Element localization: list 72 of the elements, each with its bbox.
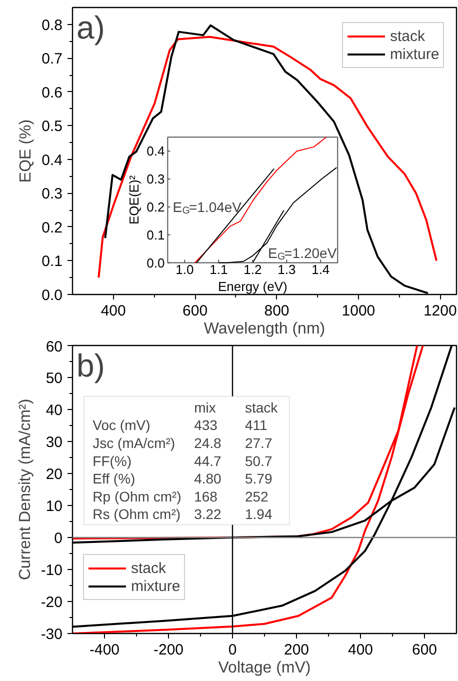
y-tick-label: 60 bbox=[46, 338, 63, 356]
y-tick-label: 0.1 bbox=[146, 227, 165, 242]
legend-label: stack bbox=[390, 27, 426, 45]
annotation: 3.22 bbox=[194, 506, 222, 522]
annotation: 5.79 bbox=[244, 470, 272, 487]
x-tick-label: 1.2 bbox=[244, 262, 262, 277]
y-tick-label: 0.2 bbox=[42, 219, 63, 236]
y-tick-label: 50 bbox=[46, 370, 63, 387]
y-tick-label: 0.0 bbox=[42, 287, 63, 304]
x-tick-label: 1000 bbox=[342, 302, 376, 320]
legend-label: stack bbox=[131, 559, 166, 577]
y-tick-label: 0.5 bbox=[42, 118, 63, 136]
chart-title: a) bbox=[76, 10, 105, 46]
x-tick-label: 1.0 bbox=[176, 262, 194, 277]
annotation: Eff (%) bbox=[92, 470, 136, 487]
x-tick-label: 600 bbox=[182, 302, 208, 320]
y-tick-label: 0.6 bbox=[42, 84, 63, 102]
annotation: 27.7 bbox=[244, 434, 272, 451]
y-axis-title: Current Density (mA/cm²) bbox=[16, 398, 34, 580]
annotation: 411 bbox=[244, 417, 268, 434]
x-tick-label: 1.4 bbox=[312, 262, 330, 277]
y-tick-label: 0.0 bbox=[146, 255, 165, 270]
annotation: 252 bbox=[244, 488, 269, 504]
x-axis-title: Voltage (mV) bbox=[218, 660, 311, 676]
chart-title: b) bbox=[76, 348, 105, 384]
x-tick-label: -200 bbox=[153, 642, 184, 658]
y-axis-title: EQE (%) bbox=[18, 119, 35, 183]
x-tick-label: 600 bbox=[412, 642, 438, 658]
annotation: stack bbox=[244, 400, 279, 416]
annotation: 24.8 bbox=[194, 434, 222, 451]
x-tick-label: 400 bbox=[100, 302, 126, 320]
x-tick-label: 1.1 bbox=[210, 262, 228, 277]
annotation: FF(%) bbox=[92, 452, 132, 469]
annotation: 433 bbox=[194, 417, 218, 434]
y-tick-label: 0.3 bbox=[42, 186, 63, 203]
y-tick-label: 0.2 bbox=[146, 199, 165, 214]
y-axis-title: EQE(E)² bbox=[126, 174, 142, 225]
x-tick-label: 0 bbox=[228, 642, 237, 658]
y-tick-label: 0.1 bbox=[42, 253, 63, 270]
annotation: 44.7 bbox=[194, 452, 222, 469]
y-tick-label: 0.8 bbox=[42, 16, 63, 34]
x-axis-title: Energy (eV) bbox=[218, 278, 288, 294]
y-tick-label: 0.4 bbox=[42, 152, 63, 169]
annotation: mix bbox=[194, 400, 216, 416]
y-tick-label: 0.7 bbox=[42, 50, 63, 68]
annotation: 168 bbox=[194, 488, 218, 504]
annotation: Rp (Ohm cm²) bbox=[92, 488, 182, 504]
y-tick-label: -20 bbox=[40, 594, 63, 611]
annotation: Jsc (mA/cm²) bbox=[92, 434, 176, 451]
x-tick-label: 400 bbox=[348, 642, 374, 658]
y-tick-label: -30 bbox=[40, 626, 63, 643]
y-tick-label: 0 bbox=[54, 530, 62, 547]
y-tick-label: -10 bbox=[40, 562, 63, 579]
x-tick-label: 200 bbox=[284, 642, 310, 658]
annotation: 50.7 bbox=[244, 452, 272, 469]
y-tick-label: 20 bbox=[46, 466, 63, 483]
x-tick-label: 800 bbox=[264, 302, 290, 320]
y-tick-label: 10 bbox=[46, 498, 63, 515]
x-tick-label: 1.3 bbox=[278, 262, 296, 277]
legend-label: mixture bbox=[390, 45, 440, 63]
x-tick-label: -400 bbox=[89, 642, 120, 658]
annotation: 1.94 bbox=[244, 506, 272, 522]
y-tick-label: 40 bbox=[46, 402, 63, 419]
legend-label: mixture bbox=[131, 577, 180, 595]
annotation: 4.80 bbox=[194, 470, 222, 487]
x-axis-title: Wavelength (nm) bbox=[204, 320, 326, 338]
y-tick-label: 0.4 bbox=[146, 144, 165, 159]
y-tick-label: 0.3 bbox=[146, 172, 165, 187]
y-tick-label: 30 bbox=[46, 434, 63, 451]
x-tick-label: 1200 bbox=[423, 302, 457, 320]
annotation: Rs (Ohm cm²) bbox=[92, 506, 181, 522]
annotation: Voc (mV) bbox=[92, 417, 150, 434]
